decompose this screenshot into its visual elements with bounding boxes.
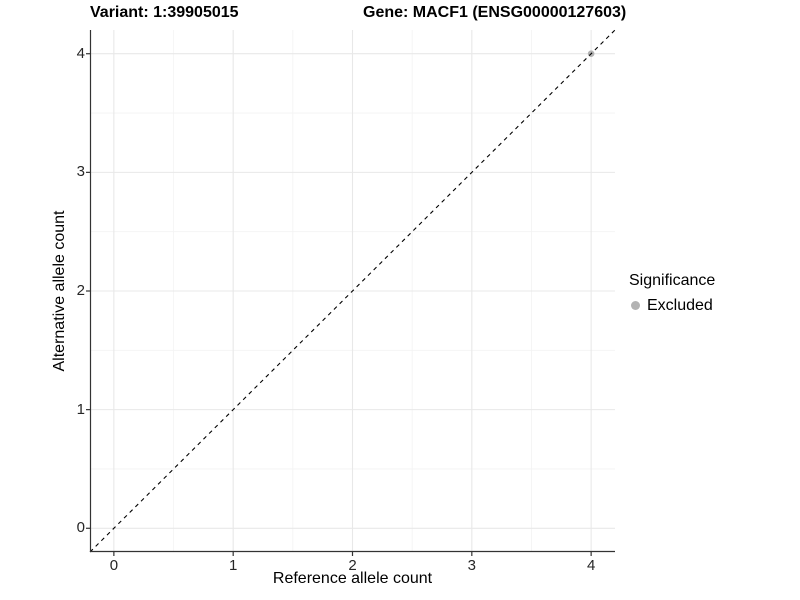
x-tick-label: 1: [229, 557, 238, 574]
legend-item-excluded: Excluded: [629, 296, 715, 315]
y-tick-label: 0: [76, 519, 85, 537]
legend-item-label: Excluded: [647, 297, 713, 314]
legend-title: Significance: [629, 272, 716, 289]
excluded-point-icon: [631, 301, 640, 310]
x-tick-label: 0: [109, 557, 119, 574]
x-tick-label: 2: [348, 557, 357, 574]
y-tick-label: 4: [76, 44, 85, 62]
legend: Significance Excluded: [629, 271, 715, 315]
gene-title: Gene: MACF1 (ENSG00000127603): [363, 4, 627, 21]
plot-svg: [86, 29, 616, 556]
y-tick-label: 3: [76, 163, 85, 181]
x-axis-title: Reference allele count: [272, 570, 433, 587]
identity-line: [89, 29, 616, 553]
x-tick-label: 3: [467, 557, 476, 574]
variant-title: Variant: 1:39905015: [90, 4, 239, 21]
y-tick-label: 1: [76, 400, 85, 418]
plot-panel: [86, 29, 616, 556]
y-tick-label: 2: [76, 282, 85, 299]
x-tick-label: 4: [586, 557, 596, 574]
